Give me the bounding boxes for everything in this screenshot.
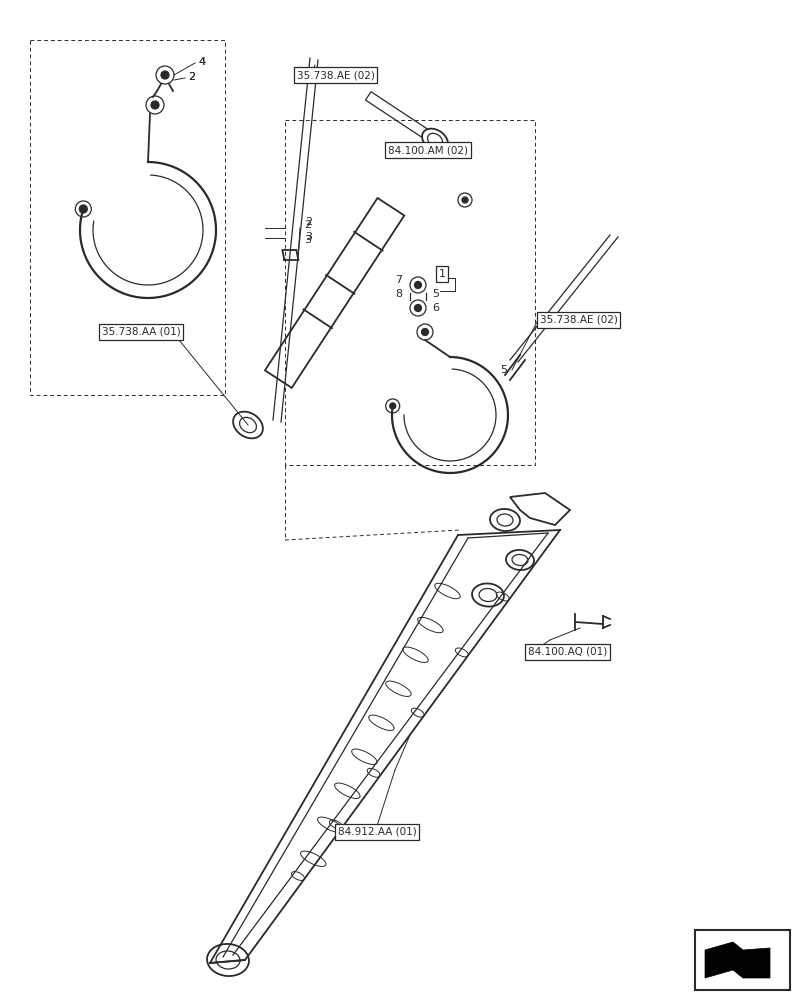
Polygon shape [704,942,769,978]
Text: 8: 8 [394,289,401,299]
Ellipse shape [233,412,263,438]
Circle shape [156,66,174,84]
Text: 6: 6 [431,303,439,313]
Text: 5: 5 [500,365,506,375]
Circle shape [410,300,426,316]
Circle shape [417,324,432,340]
Text: 5: 5 [431,289,439,299]
Ellipse shape [239,417,256,433]
Ellipse shape [478,588,496,602]
Text: 35.738.AA (01): 35.738.AA (01) [102,327,181,337]
Text: 3: 3 [303,235,311,245]
Text: 4: 4 [198,57,205,67]
Text: 1: 1 [438,269,445,279]
Ellipse shape [216,951,240,969]
Circle shape [385,399,399,413]
Circle shape [75,201,91,217]
Circle shape [414,282,421,288]
Ellipse shape [471,583,504,607]
Text: 84.100.AM (02): 84.100.AM (02) [388,145,467,155]
Ellipse shape [489,509,519,531]
Circle shape [457,193,471,207]
Circle shape [79,205,88,213]
Text: 35.738.AE (02): 35.738.AE (02) [539,315,617,325]
Circle shape [151,101,159,109]
Text: 3: 3 [305,232,311,242]
Ellipse shape [427,133,442,147]
Circle shape [461,197,467,203]
Circle shape [389,403,395,409]
Text: 35.738.AE (02): 35.738.AE (02) [297,70,375,80]
Ellipse shape [505,550,534,570]
Circle shape [421,328,428,336]
Bar [694,930,789,990]
Text: 2: 2 [188,72,195,82]
Ellipse shape [512,554,527,566]
Circle shape [414,304,421,312]
Circle shape [410,277,426,293]
Text: 84.912.AA (01): 84.912.AA (01) [337,827,416,837]
Ellipse shape [422,129,448,151]
Text: 7: 7 [394,275,401,285]
Circle shape [146,96,164,114]
Text: 84.100.AQ (01): 84.100.AQ (01) [527,647,607,657]
Circle shape [161,71,169,79]
Text: 2: 2 [188,72,195,82]
Ellipse shape [496,514,513,526]
Text: 2: 2 [303,220,311,230]
Text: 4: 4 [198,57,205,67]
Text: 2: 2 [305,217,311,227]
Ellipse shape [207,944,249,976]
